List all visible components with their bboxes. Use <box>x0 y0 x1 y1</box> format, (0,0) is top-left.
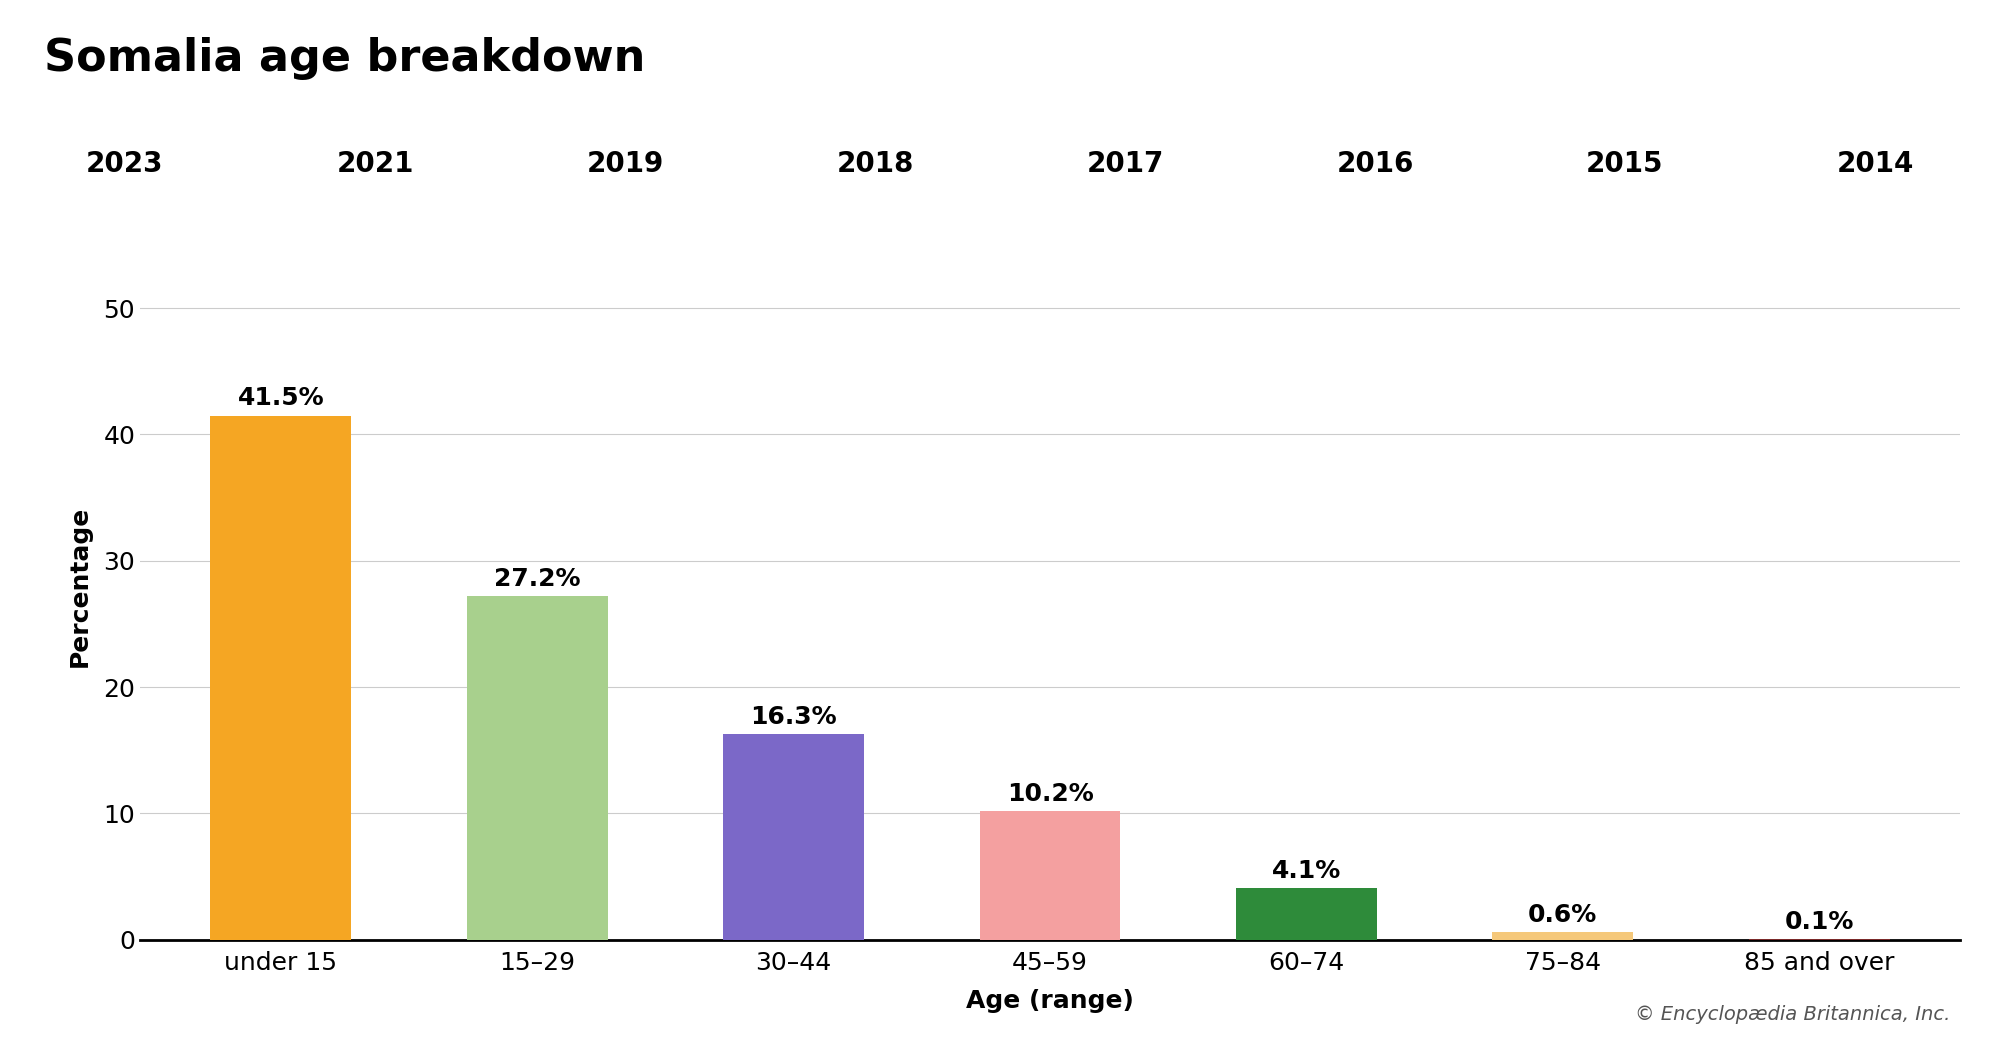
Bar <box>1748 939 1890 940</box>
Text: 16.3%: 16.3% <box>750 704 836 729</box>
Text: © Encyclopædia Britannica, Inc.: © Encyclopædia Britannica, Inc. <box>1634 1005 1950 1024</box>
FancyBboxPatch shape <box>0 112 264 216</box>
Bar <box>980 811 1120 940</box>
Y-axis label: Percentage: Percentage <box>68 506 92 666</box>
Text: 4.1%: 4.1% <box>1272 859 1340 883</box>
Bar <box>466 597 608 940</box>
Text: 2023: 2023 <box>86 150 164 177</box>
Text: 2019: 2019 <box>586 150 664 177</box>
Text: 0.6%: 0.6% <box>1528 903 1598 927</box>
Text: 0.1%: 0.1% <box>1784 909 1854 934</box>
Text: 10.2%: 10.2% <box>1006 781 1094 806</box>
Bar <box>724 734 864 940</box>
X-axis label: Age (range): Age (range) <box>966 988 1134 1013</box>
Text: 41.5%: 41.5% <box>238 386 324 411</box>
Text: 27.2%: 27.2% <box>494 567 580 591</box>
Text: 2015: 2015 <box>1586 150 1664 177</box>
Bar <box>1492 932 1634 940</box>
Text: Somalia age breakdown: Somalia age breakdown <box>44 37 646 79</box>
Text: 2018: 2018 <box>836 150 914 177</box>
Bar <box>210 415 352 940</box>
Text: 2021: 2021 <box>336 150 414 177</box>
Bar <box>1236 888 1376 940</box>
Text: 2016: 2016 <box>1336 150 1414 177</box>
Text: 2014: 2014 <box>1836 150 1914 177</box>
Text: 2017: 2017 <box>1086 150 1164 177</box>
